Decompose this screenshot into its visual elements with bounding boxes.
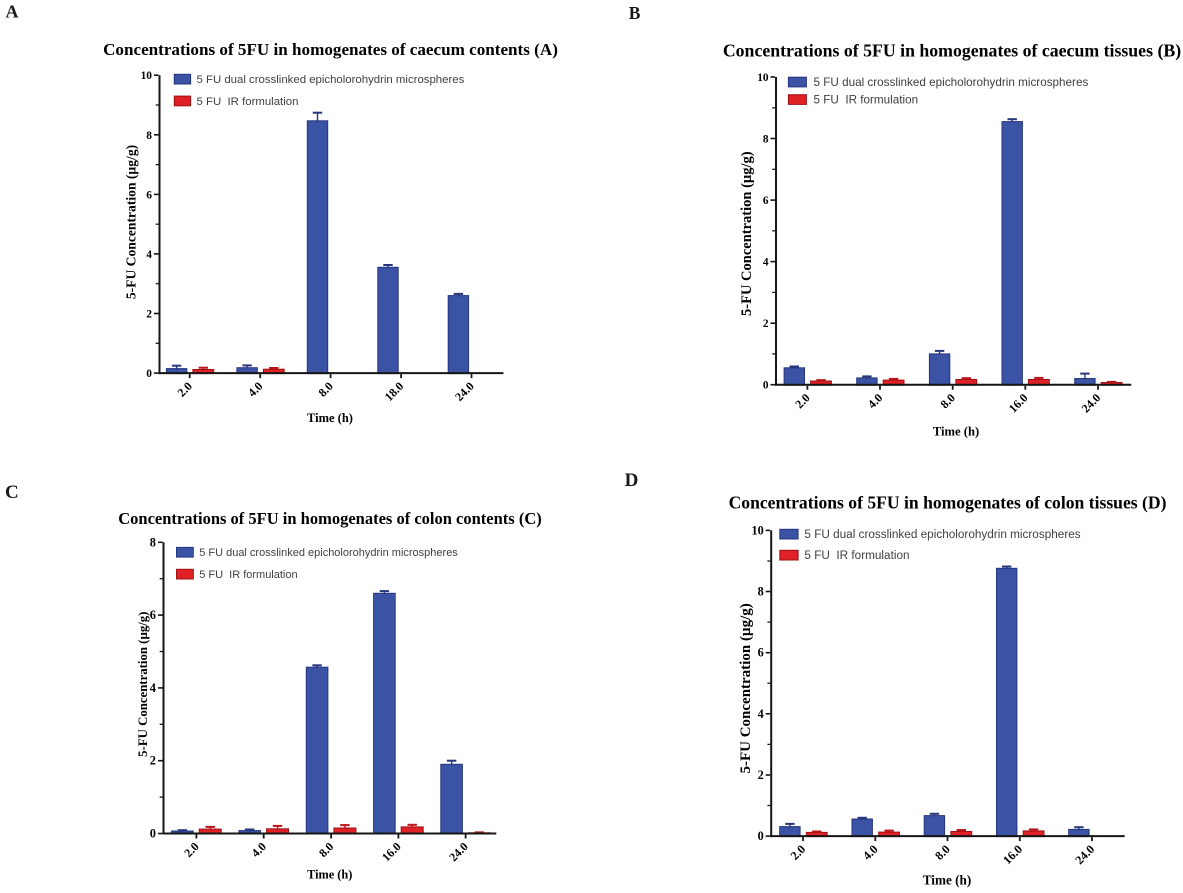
svg-text:10: 10: [141, 70, 153, 82]
svg-text:5-FU Concentration (µg/g): 5-FU Concentration (µg/g): [738, 603, 754, 773]
svg-text:24.0: 24.0: [452, 379, 477, 404]
svg-text:4: 4: [146, 249, 152, 261]
svg-text:16.0: 16.0: [1000, 842, 1025, 867]
svg-text:Concentrations of 5FU in homog: Concentrations of 5FU in homogenates of …: [729, 493, 1167, 513]
svg-text:10: 10: [757, 72, 769, 84]
svg-text:18.0: 18.0: [382, 379, 407, 404]
svg-text:5 FU dual crosslinked epicholo: 5 FU dual crosslinked epicholorohydrin m…: [199, 547, 458, 559]
svg-text:Time (h): Time (h): [933, 425, 979, 439]
svg-text:8.0: 8.0: [932, 842, 953, 863]
svg-text:6: 6: [758, 646, 764, 660]
svg-text:4.0: 4.0: [865, 391, 886, 412]
svg-text:5-FU Concentration (µg/g): 5-FU Concentration (µg/g): [136, 612, 150, 757]
svg-text:2.0: 2.0: [175, 379, 196, 400]
svg-text:2.0: 2.0: [181, 840, 202, 861]
svg-text:4.0: 4.0: [245, 379, 266, 400]
svg-text:8: 8: [758, 585, 764, 599]
svg-text:D: D: [625, 470, 639, 491]
svg-text:6: 6: [150, 608, 156, 622]
svg-text:4: 4: [763, 257, 769, 269]
svg-text:8.0: 8.0: [315, 379, 336, 400]
svg-text:Concentrations of 5FU in homog: Concentrations of 5FU in homogenates of …: [103, 40, 558, 59]
svg-text:10: 10: [752, 523, 764, 537]
svg-text:6: 6: [763, 195, 769, 207]
svg-text:5 FU IR formulation: 5 FU IR formulation: [814, 93, 919, 106]
svg-text:6: 6: [146, 189, 152, 201]
svg-text:2.0: 2.0: [788, 842, 809, 863]
svg-text:2: 2: [763, 318, 769, 330]
svg-text:4: 4: [758, 707, 764, 721]
svg-text:2.0: 2.0: [792, 391, 813, 412]
svg-text:24.0: 24.0: [446, 840, 471, 865]
svg-text:Time (h): Time (h): [307, 868, 352, 882]
svg-text:5 FU dual crosslinked epicholo: 5 FU dual crosslinked epicholorohydrin m…: [814, 76, 1089, 89]
svg-text:A: A: [6, 2, 19, 22]
svg-text:8.0: 8.0: [316, 840, 337, 861]
svg-text:2: 2: [146, 309, 152, 321]
svg-text:B: B: [629, 3, 641, 23]
svg-text:8.0: 8.0: [938, 391, 959, 412]
svg-text:5 FU IR formulation: 5 FU IR formulation: [197, 96, 299, 108]
svg-text:16.0: 16.0: [379, 840, 404, 865]
svg-text:0: 0: [758, 829, 764, 843]
svg-text:5-FU Concentration (µg/g): 5-FU Concentration (µg/g): [124, 145, 140, 299]
svg-text:2: 2: [758, 768, 764, 782]
svg-text:24.0: 24.0: [1072, 842, 1097, 867]
svg-text:C: C: [5, 482, 19, 503]
svg-text:Time (h): Time (h): [923, 873, 971, 888]
svg-text:4.0: 4.0: [249, 840, 270, 861]
svg-text:4: 4: [150, 681, 156, 695]
svg-text:5 FU IR formulation: 5 FU IR formulation: [199, 569, 297, 581]
svg-text:8: 8: [146, 130, 152, 142]
svg-text:16.0: 16.0: [1006, 391, 1031, 416]
svg-text:5 FU dual crosslinked epicholo: 5 FU dual crosslinked epicholorohydrin m…: [804, 528, 1080, 541]
svg-text:8: 8: [150, 535, 156, 549]
svg-text:0: 0: [150, 827, 156, 841]
svg-text:5 FU dual crosslinked epicholo: 5 FU dual crosslinked epicholorohydrin m…: [197, 74, 465, 86]
svg-text:Concentrations of 5FU in homog: Concentrations of 5FU in homogenates of …: [118, 509, 541, 528]
svg-text:0: 0: [763, 380, 769, 392]
svg-text:5-FU Concentration (µg/g): 5-FU Concentration (µg/g): [739, 151, 755, 316]
svg-text:Concentrations of 5FU in homog: Concentrations of 5FU in homogenates of …: [723, 40, 1181, 61]
svg-text:24.0: 24.0: [1079, 391, 1104, 416]
svg-text:0: 0: [146, 368, 152, 380]
svg-text:8: 8: [763, 134, 769, 146]
svg-text:5 FU IR formulation: 5 FU IR formulation: [804, 549, 909, 562]
svg-text:4.0: 4.0: [860, 842, 881, 863]
svg-text:2: 2: [150, 754, 156, 768]
svg-text:Time (h): Time (h): [307, 411, 353, 425]
